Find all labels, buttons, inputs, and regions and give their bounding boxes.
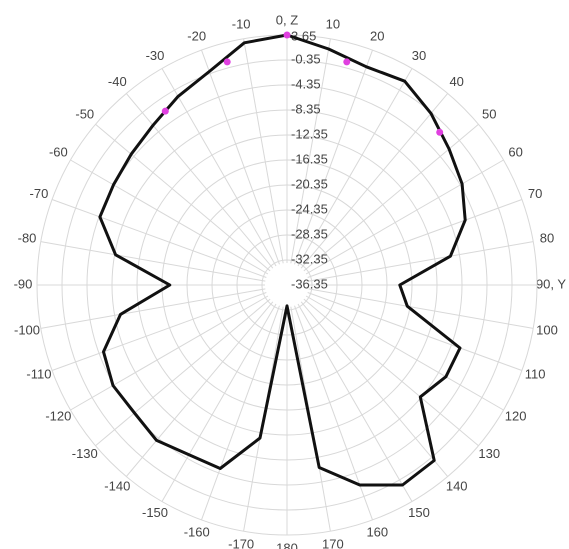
pattern-line — [98, 33, 467, 487]
theta-grid-line — [70, 295, 269, 411]
r-grid-circle — [61, 59, 513, 511]
theta-tick-label: -60 — [49, 144, 68, 159]
theta-tick-label: -140 — [104, 479, 130, 494]
theta-tick-label: 70 — [528, 186, 542, 201]
r-grid-circle — [186, 184, 388, 386]
theta-tick-label: 50 — [482, 107, 496, 122]
theta-grid-line — [294, 49, 373, 265]
theta-tick-label: 150 — [408, 505, 430, 520]
r-tick-label: -0.35 — [291, 51, 321, 66]
theta-grid-line — [201, 49, 280, 265]
theta-grid-line — [305, 295, 504, 411]
theta-grid-line — [243, 38, 284, 264]
r-grid-circle — [161, 159, 413, 411]
r-tick-label: -12.35 — [291, 126, 328, 141]
theta-grid-line — [297, 303, 413, 502]
r-tick-label: -8.35 — [291, 101, 321, 116]
theta-tick-label: 20 — [370, 28, 384, 43]
theta-grid-line — [51, 199, 267, 278]
theta-tick-label: 90, Y — [536, 276, 566, 291]
theta-grid-line — [40, 288, 266, 329]
theta-tick-label: -80 — [18, 231, 37, 246]
r-grid-circle — [111, 109, 463, 461]
theta-tick-label: 140 — [446, 479, 468, 494]
theta-grid-line — [70, 159, 269, 275]
theta-grid-line — [305, 159, 504, 275]
theta-tick-label: -30 — [146, 48, 165, 63]
marker — [223, 58, 231, 66]
r-tick-label: -28.35 — [291, 226, 328, 241]
theta-tick-label: -130 — [72, 446, 98, 461]
theta-tick-label: -160 — [184, 525, 210, 540]
theta-grid-line — [40, 241, 266, 282]
theta-grid-line — [95, 123, 271, 272]
marker — [436, 128, 444, 136]
theta-grid-line — [307, 292, 523, 371]
theta-tick-label: -110 — [26, 367, 51, 382]
theta-tick-label: -50 — [75, 107, 94, 122]
theta-tick-label: -150 — [142, 505, 168, 520]
r-grid-circle — [211, 209, 363, 361]
r-grid-circle — [236, 234, 338, 336]
marker — [161, 107, 169, 115]
r-tick-label: -24.35 — [291, 201, 328, 216]
theta-tick-label: -120 — [45, 408, 71, 423]
theta-tick-label: 40 — [449, 74, 463, 89]
theta-grid-line — [51, 292, 267, 371]
theta-grid-line — [297, 68, 413, 267]
theta-grid-line — [125, 93, 274, 269]
marker — [283, 31, 291, 39]
theta-tick-label: 130 — [478, 446, 500, 461]
theta-grid-line — [125, 301, 274, 477]
r-tick-label: -32.35 — [291, 251, 328, 266]
r-tick-label: -4.35 — [291, 76, 321, 91]
theta-tick-label: 170 — [322, 536, 344, 549]
theta-grid-line — [95, 298, 271, 447]
theta-tick-label: -170 — [228, 536, 254, 549]
theta-tick-label: -100 — [14, 322, 40, 337]
theta-grid-line — [161, 68, 277, 267]
r-grid-circle — [86, 84, 488, 486]
theta-tick-label: 180 — [276, 540, 298, 549]
theta-grid-line — [307, 199, 523, 278]
theta-tick-label: 110 — [525, 367, 546, 382]
theta-tick-label: 0, Z — [276, 12, 298, 27]
theta-tick-label: 10 — [326, 16, 340, 31]
theta-tick-label: -90 — [14, 276, 33, 291]
theta-tick-label: -20 — [187, 28, 206, 43]
r-tick-label: -36.35 — [291, 276, 328, 291]
r-tick-label: -16.35 — [291, 151, 328, 166]
theta-grid-line — [300, 301, 449, 477]
theta-tick-label: 80 — [540, 231, 554, 246]
theta-grid-line — [201, 305, 280, 521]
theta-tick-label: 160 — [366, 525, 388, 540]
theta-tick-label: 100 — [536, 322, 558, 337]
r-grid-circle — [136, 134, 438, 436]
marker — [343, 58, 351, 66]
theta-tick-label: 120 — [505, 408, 527, 423]
theta-grid-line — [303, 298, 479, 447]
theta-grid-line — [300, 93, 449, 269]
theta-grid-line — [308, 241, 534, 282]
theta-grid-line — [308, 288, 534, 329]
r-tick-label: -20.35 — [291, 176, 328, 191]
theta-tick-label: 60 — [508, 144, 522, 159]
theta-tick-label: -10 — [232, 16, 251, 31]
theta-tick-label: -40 — [108, 74, 127, 89]
theta-tick-label: -70 — [30, 186, 49, 201]
theta-tick-label: 30 — [412, 48, 426, 63]
theta-grid-line — [161, 303, 277, 502]
theta-grid-line — [290, 38, 331, 264]
